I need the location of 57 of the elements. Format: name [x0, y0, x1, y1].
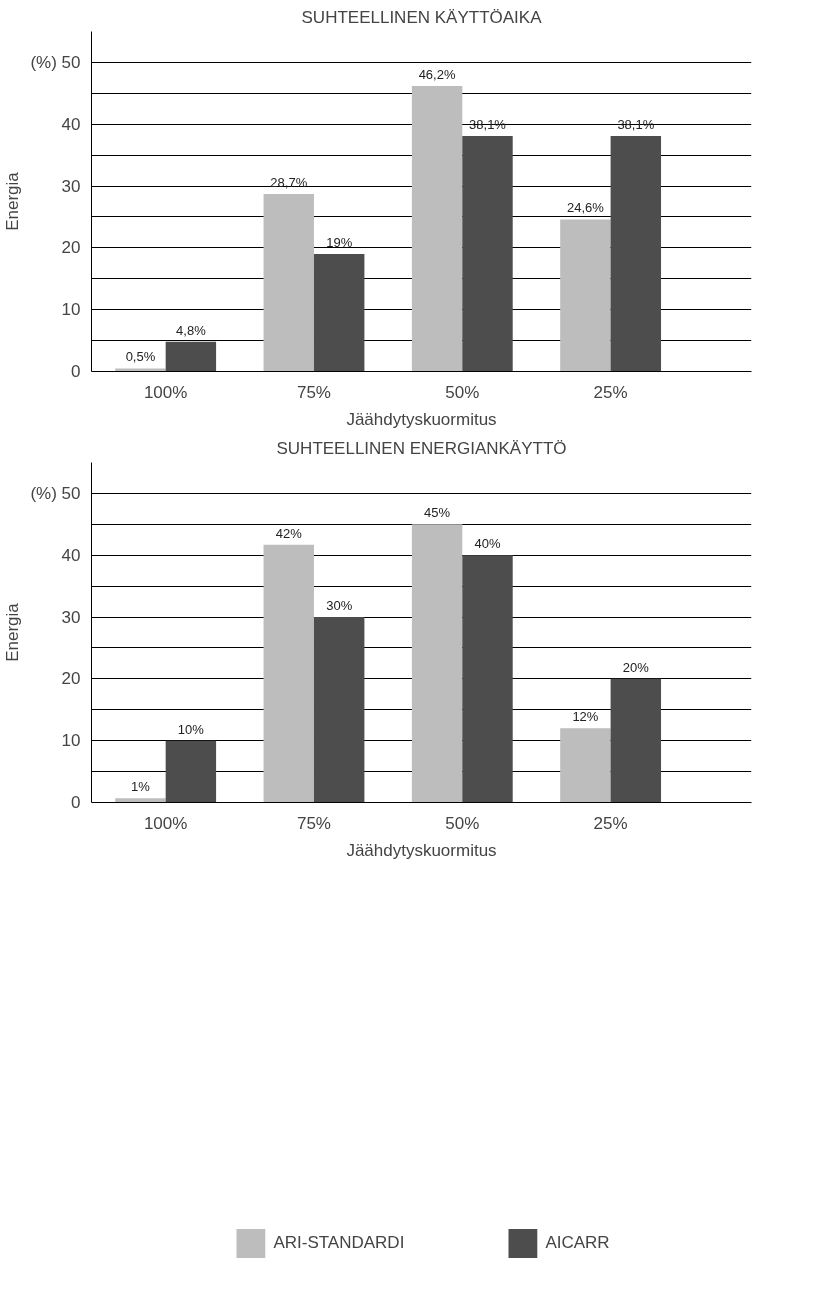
y-tick-label: (%) 50: [30, 52, 81, 72]
x-tick-label: 25%: [593, 382, 628, 402]
data-label: 40%: [474, 536, 501, 552]
y-tick-label: 20: [61, 238, 81, 258]
x-tick-label: 50%: [445, 382, 480, 402]
data-label: 0,5%: [125, 349, 156, 365]
y-axis-title: Energia: [3, 171, 23, 231]
bar: [610, 135, 662, 372]
y-tick-label: 40: [61, 114, 81, 134]
y-tick-label: 0: [71, 362, 81, 381]
x-tick-label: 75%: [296, 382, 331, 402]
x-tick-label: 50%: [445, 813, 480, 833]
x-axis-title: Jäähdytyskuormitus: [346, 840, 497, 860]
bar: [462, 555, 513, 803]
data-label: 46,2%: [418, 66, 456, 82]
data-label: 42%: [275, 525, 303, 541]
data-label: 20%: [622, 659, 650, 675]
y-tick-label: 30: [61, 607, 81, 627]
bar: [411, 524, 463, 803]
bar: [313, 617, 365, 803]
bar: [263, 194, 314, 372]
y-axis-title: Energia: [3, 602, 23, 662]
bar: [560, 219, 611, 372]
y-tick-label: (%) 50: [30, 483, 81, 503]
legend-label: ARI-STANDARDI: [273, 1233, 405, 1253]
data-label: 30%: [326, 598, 353, 614]
bar: [313, 254, 365, 372]
bar: [610, 678, 662, 803]
y-tick-label: 10: [61, 300, 81, 320]
data-label: 4,8%: [176, 322, 207, 338]
data-label: 10%: [177, 721, 205, 737]
chart-title: SUHTEELLINEN ENERGIANKÄYTTÖ: [276, 438, 567, 458]
bar: [115, 798, 166, 803]
x-tick-label: 100%: [143, 382, 188, 402]
data-label: 12%: [572, 709, 599, 725]
bar: [115, 368, 166, 372]
y-tick-label: 20: [61, 669, 81, 689]
bar: [411, 85, 463, 372]
data-label: 24,6%: [566, 200, 605, 216]
data-label: 1%: [131, 779, 151, 795]
bar: [165, 341, 217, 372]
bar: [263, 544, 314, 803]
y-tick-label: 10: [61, 731, 81, 751]
x-axis-title: Jäähdytyskuormitus: [346, 409, 497, 429]
legend-label: AICARR: [545, 1233, 610, 1253]
data-label: 45%: [424, 505, 451, 521]
data-label: 19%: [326, 235, 353, 251]
y-tick-label: 30: [61, 176, 81, 196]
bar: [560, 728, 611, 803]
x-tick-label: 75%: [296, 813, 331, 833]
bar: [165, 740, 217, 803]
x-tick-label: 100%: [143, 813, 188, 833]
chart-title: SUHTEELLINEN KÄYTTÖAIKA: [301, 7, 543, 27]
bar: [462, 135, 513, 372]
x-tick-label: 25%: [593, 813, 628, 833]
y-tick-label: 0: [71, 793, 81, 812]
y-tick-label: 40: [61, 545, 81, 565]
